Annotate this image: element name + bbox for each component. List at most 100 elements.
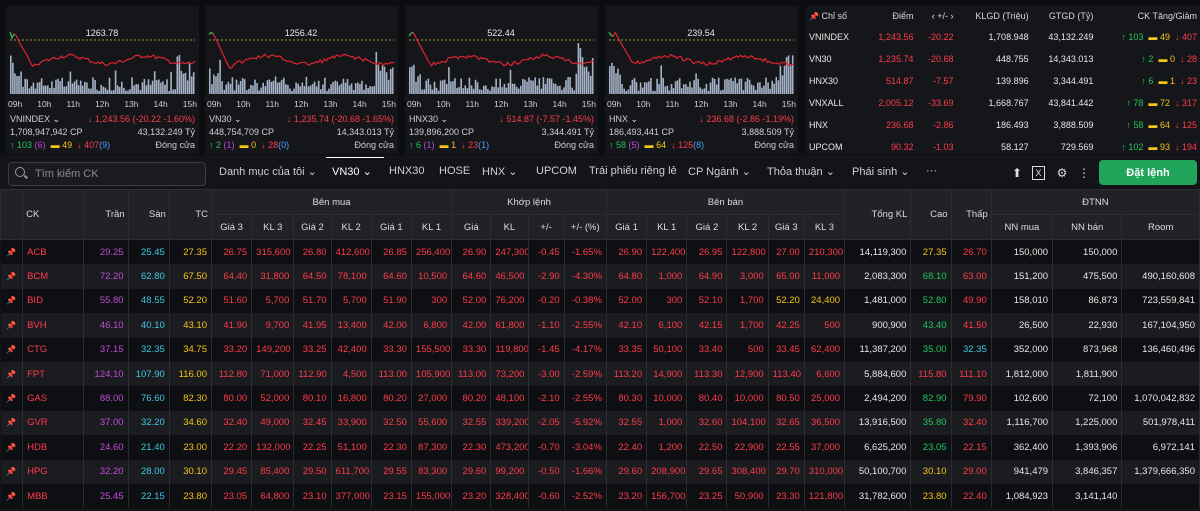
index-name[interactable]: HNX ⌄ <box>609 114 639 124</box>
cell-sell-price-1: 33.35 <box>606 337 648 362</box>
cell-symbol[interactable]: MBB <box>22 483 85 509</box>
tab-sector[interactable]: CP Ngành ⌄ <box>688 166 751 178</box>
tab-my-list[interactable]: Danh mục của tôi ⌄ <box>219 166 317 178</box>
tab-derivatives[interactable]: Phái sinh ⌄ <box>852 166 910 178</box>
chart-panel[interactable]: 1256.42 09h 10h 11h 12h 13h 14h 15h VN30 ⌄ ↓ 1,… <box>205 6 398 154</box>
col-floor[interactable]: Sàn <box>127 189 170 240</box>
cell-sell-price-1: 80.30 <box>606 386 648 411</box>
volume-bar <box>493 86 495 94</box>
volume-bar <box>219 59 221 94</box>
cell-symbol[interactable]: HDB <box>22 435 85 460</box>
pin-icon[interactable]: 📌 <box>0 386 24 411</box>
pin-icon[interactable]: 📌 <box>0 361 24 387</box>
cell-foreign-room: 501,978,411 <box>1121 410 1200 436</box>
col-total-volume[interactable]: Tổng KL <box>844 189 912 240</box>
col-high[interactable]: Cao <box>910 189 952 240</box>
cell-symbol[interactable]: BVH <box>22 313 85 338</box>
table-row[interactable]: 📌 CTG 37.15 32.35 34.75 33.20 149,200 33.25 42,4… <box>0 337 1200 362</box>
index-name[interactable]: VN30 ⌄ <box>209 114 242 124</box>
index-row[interactable]: HNX30 514.87 -7.57 139.896 3,344.491 ↑ 6 ▬ 1 … <box>806 70 1200 92</box>
tab-hnx30[interactable]: HNX30 <box>389 165 425 177</box>
cell-sell-price-3: 42.25 <box>768 313 805 338</box>
pin-icon[interactable]: 📌 <box>0 313 24 338</box>
volume-bar <box>585 66 588 94</box>
index-name[interactable]: VNINDEX ⌄ <box>10 114 61 124</box>
cell-symbol[interactable]: BCM <box>22 264 85 289</box>
table-row[interactable]: 📌 ACB 29.25 25.45 27.35 26.75 315,600 26.80 412,… <box>0 239 1200 265</box>
table-row[interactable]: 📌 HDB 24.60 21.40 23.00 22.20 132,000 22.25 51,1… <box>0 435 1200 460</box>
cell-sell-vol-3: 11,000 <box>804 264 846 289</box>
volume-bar <box>63 86 65 94</box>
table-row[interactable]: 📌 FPT 124.10 107.90 116.00 112.80 71,000 112.90… <box>0 361 1200 387</box>
pin-icon[interactable]: 📌 <box>0 288 24 314</box>
table-row[interactable]: 📌 BID 55.80 48.55 52.20 51.60 5,700 51.70 5,700 5… <box>0 288 1200 314</box>
table-row[interactable]: 📌 GVR 37.00 32.20 34.60 32.40 49,000 32.45 33,90… <box>0 410 1200 436</box>
index-row[interactable]: VNXALL 2,005.12 -33.69 1,668.767 43,841.442 ↑… <box>806 92 1200 114</box>
pin-icon[interactable]: 📌 <box>0 264 24 289</box>
pin-icon[interactable]: 📌 <box>0 435 24 460</box>
tab-negotiated[interactable]: Thỏa thuận ⌄ <box>767 166 835 178</box>
tab-upcom[interactable]: UPCOM <box>536 165 577 177</box>
cell-symbol[interactable]: GAS <box>22 386 85 411</box>
excel-icon[interactable]: X <box>1032 166 1045 180</box>
col-low[interactable]: Thấp <box>950 189 992 240</box>
col-reference[interactable]: TC <box>168 189 212 240</box>
index-row[interactable]: HNX 236.68 -2.86 186.493 3,888.509 ↑ 58 ▬ 64 … <box>806 114 1200 136</box>
volume-bar <box>575 73 578 94</box>
cell-ceiling: 88.00 <box>83 386 129 411</box>
cell-symbol[interactable]: CTG <box>22 337 85 362</box>
place-order-button[interactable]: Đặt lệnh <box>1099 160 1197 185</box>
table-row[interactable]: 📌 HPG 32.20 28.00 30.10 29.45 85,400 29.50 611,7… <box>0 459 1200 484</box>
volume-bar <box>668 90 671 94</box>
col-ceiling[interactable]: Trần <box>83 189 129 240</box>
volume-bar <box>254 79 256 94</box>
volume-bar <box>678 78 681 94</box>
more-tabs-button[interactable]: ··· <box>926 165 937 177</box>
search-box[interactable] <box>8 162 206 186</box>
time-tick: 09h <box>607 99 622 109</box>
pin-icon[interactable]: 📌 <box>0 337 24 362</box>
pin-icon[interactable]: 📌 <box>0 239 24 265</box>
table-row[interactable]: 📌 BCM 72.20 62.80 67.50 64.40 31,800 64.50 78,10… <box>0 264 1200 289</box>
table-row[interactable]: 📌 BVH 46.10 40.10 43.10 41.90 9,700 41.95 13,400… <box>0 313 1200 338</box>
chart-panel[interactable]: 522.44 09h 10h 11h 12h 13h 14h 15h HNX30 ⌄ ↓ 51… <box>405 6 598 154</box>
tab-hnx[interactable]: HNX ⌄ <box>482 166 518 178</box>
gear-icon[interactable]: ⚙ <box>1056 166 1068 180</box>
more-vertical-icon[interactable]: ⋮ <box>1078 166 1090 180</box>
tab-vn30[interactable]: VN30 ⌄ <box>332 166 372 178</box>
cell-symbol[interactable]: HPG <box>22 459 85 484</box>
search-input[interactable] <box>33 165 202 183</box>
pin-icon[interactable]: 📌 <box>0 459 24 484</box>
index-name[interactable]: HNX30 ⌄ <box>409 114 449 124</box>
chart-panel[interactable]: 239.54 09h 10h 11h 12h 13h 14h 15h HNX ⌄ ↓ 236.… <box>605 6 798 154</box>
volume-bar <box>223 89 225 94</box>
table-row[interactable]: 📌 MBB 25.45 22.15 23.80 23.05 64,800 23.10 377,0… <box>0 483 1200 509</box>
volume-bar <box>75 79 78 94</box>
cell-high: 30.10 <box>910 459 952 484</box>
volume-bar <box>581 57 584 94</box>
volume-bar <box>615 73 617 94</box>
cell-symbol[interactable]: FPT <box>22 361 85 387</box>
cell-symbol[interactable]: BID <box>22 288 85 314</box>
volume-bar <box>241 78 244 94</box>
pin-icon[interactable]: 📌 <box>0 410 24 436</box>
upload-icon[interactable]: ⬆ <box>1011 166 1023 180</box>
col-symbol[interactable]: CK <box>22 189 85 240</box>
cell-symbol[interactable]: GVR <box>22 410 85 436</box>
volume-bar <box>777 80 780 94</box>
col-foreign-sell: NN bán <box>1052 214 1123 240</box>
index-row[interactable]: VNINDEX 1,243.56 -20.22 1,708.948 43,132.249… <box>806 26 1200 48</box>
volume-bar <box>478 89 481 94</box>
volume-bar <box>86 82 88 94</box>
cell-symbol[interactable]: ACB <box>22 239 85 265</box>
tab-bonds[interactable]: Trái phiếu riêng lẻ <box>589 165 677 177</box>
index-row[interactable]: VN30 1,235.74 -20.68 448.755 14,343.013 ↑ 2 ▬… <box>806 48 1200 70</box>
table-row[interactable]: 📌 GAS 88.00 76.60 82.30 80.00 52,000 80.10 16,80… <box>0 386 1200 411</box>
index-row[interactable]: UPCOM 90.32 -1.03 58.127 729.569 ↑ 102 ▬ 93 ↓… <box>806 136 1200 158</box>
pin-icon[interactable]: 📌 <box>0 483 24 509</box>
time-tick: 15h <box>381 99 396 109</box>
col-index[interactable]: 📌 Chỉ số <box>809 11 847 21</box>
tab-hose[interactable]: HOSE <box>439 165 471 177</box>
chart-panel[interactable]: 1263.78 09h 10h 11h 12h 13h 14h 15h VNINDEX ⌄ ↓… <box>6 6 199 154</box>
volume-bar <box>513 83 516 94</box>
